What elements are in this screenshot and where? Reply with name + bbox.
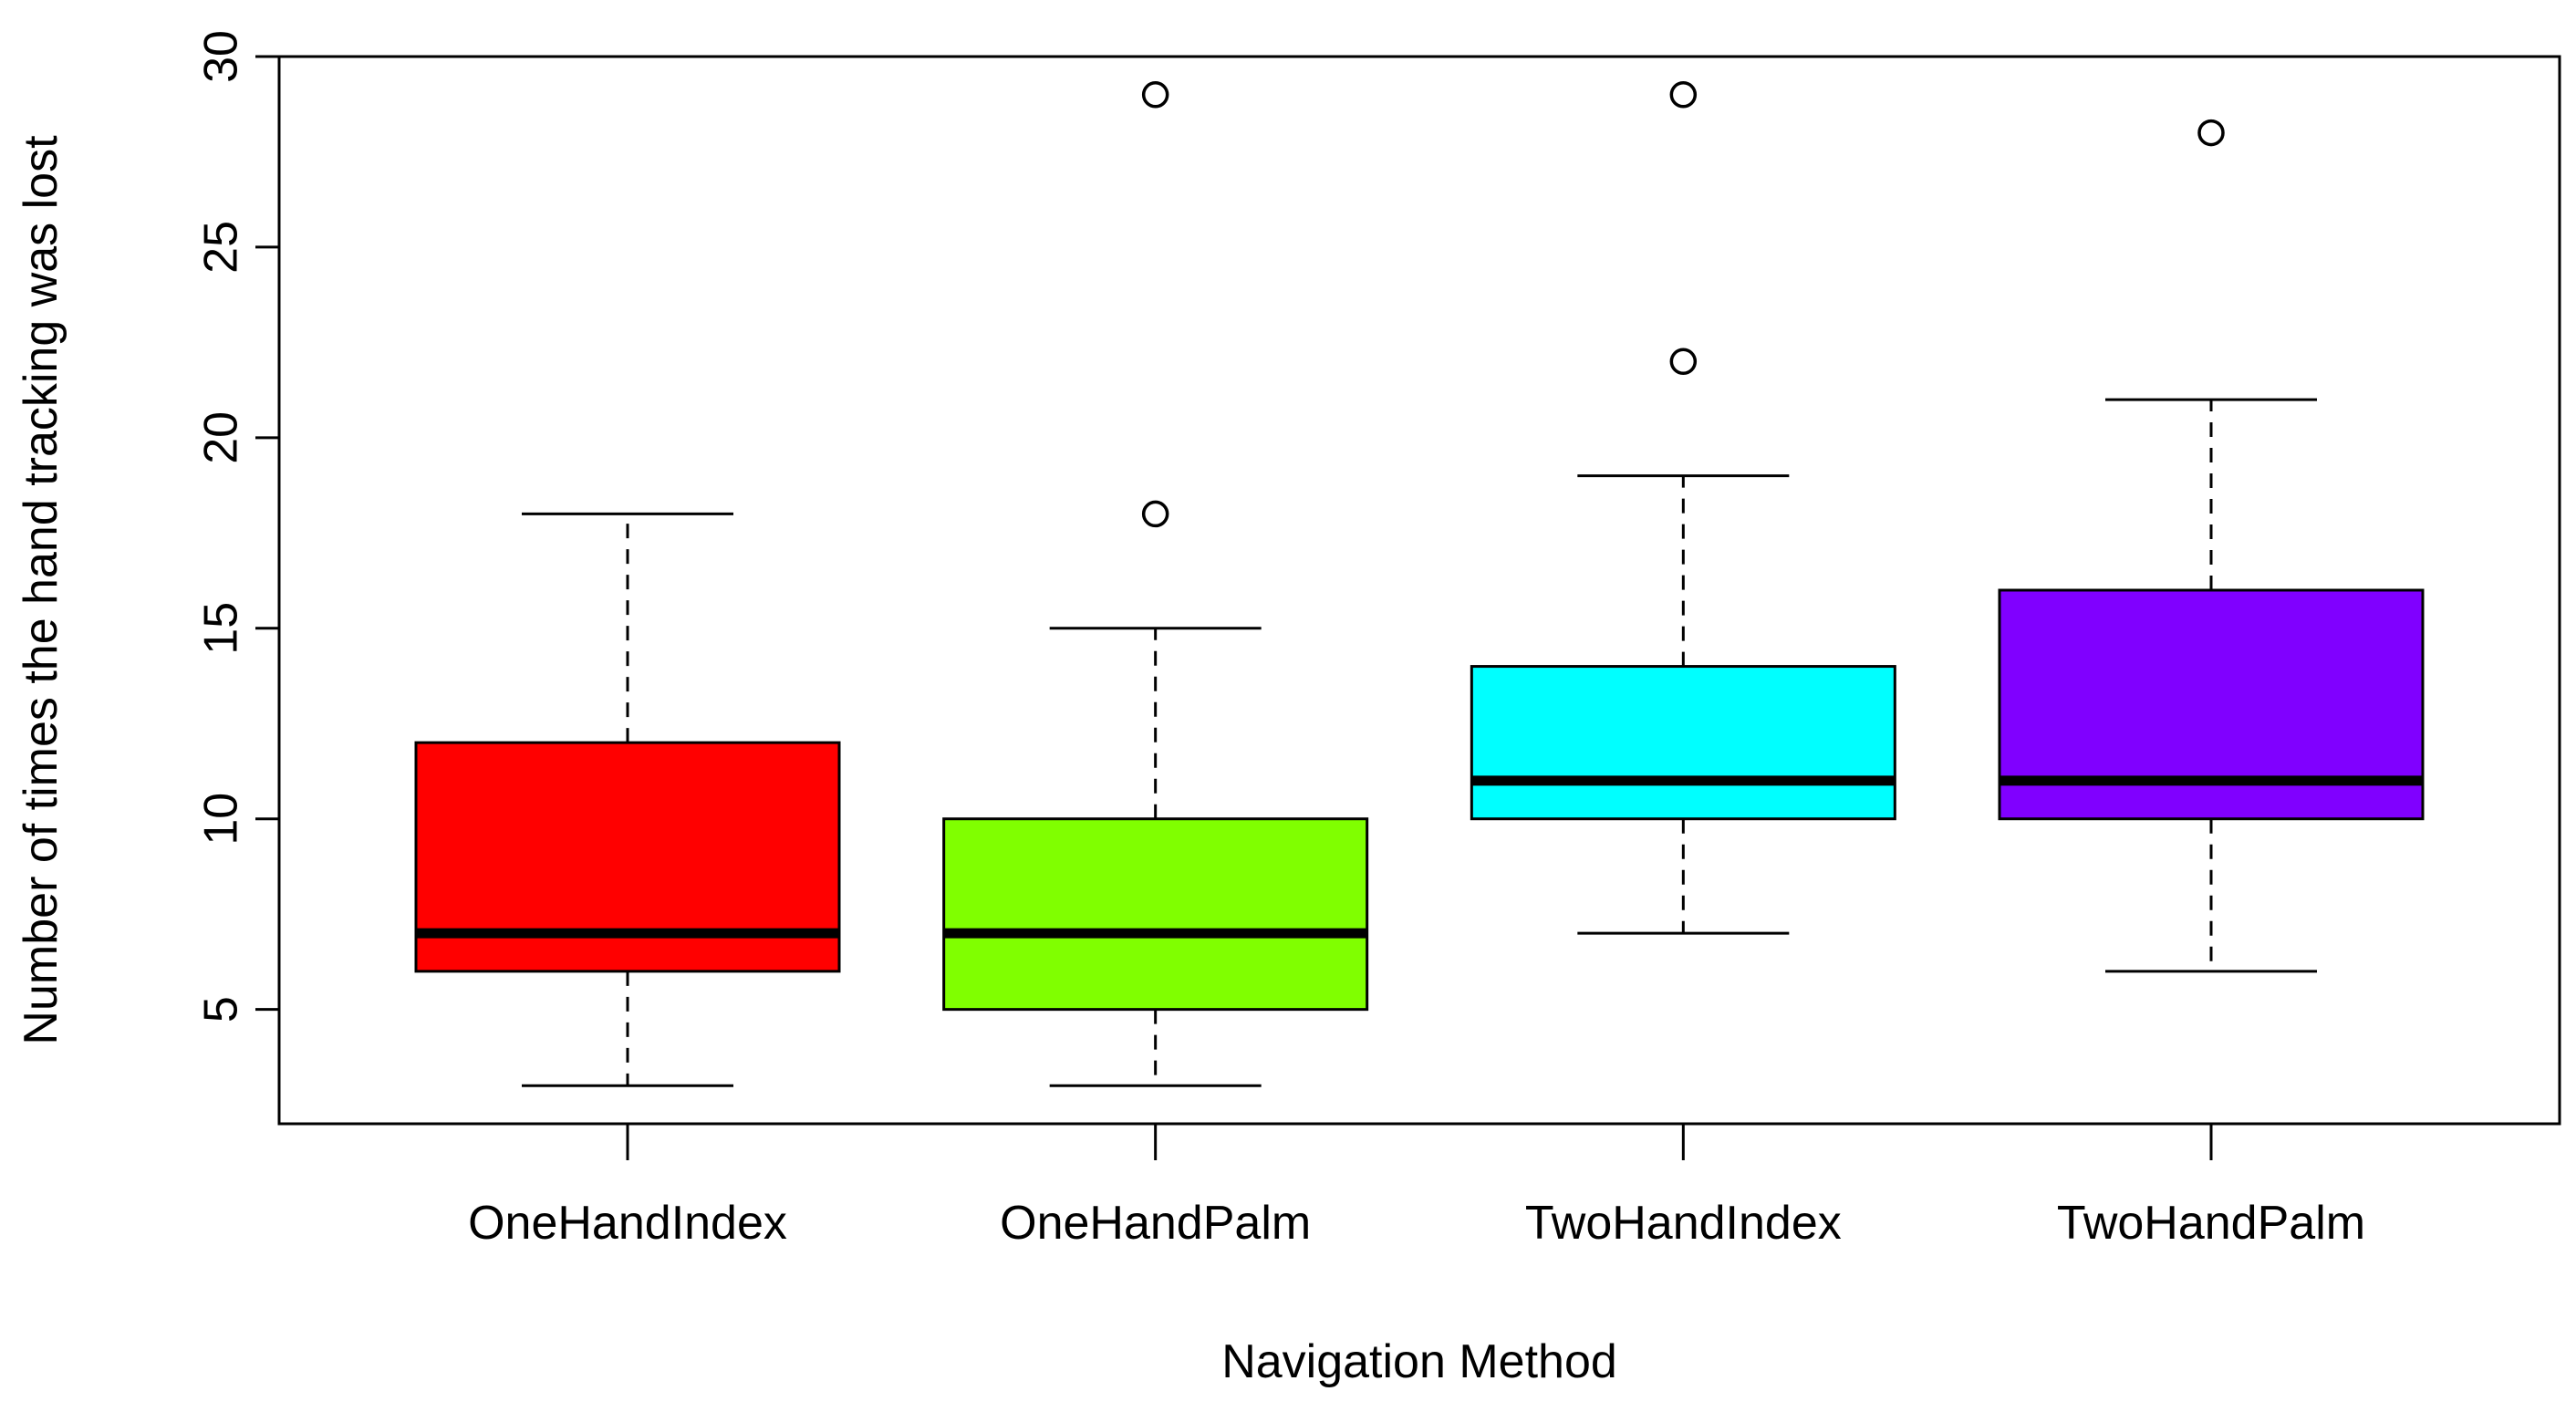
x-tick-label: TwoHandPalm xyxy=(2057,1197,2365,1250)
y-tick-label: 20 xyxy=(195,411,248,464)
box-OneHandPalm xyxy=(942,817,1369,1012)
y-tick-label: 5 xyxy=(195,996,248,1023)
y-axis-title: Number of times the hand tracking was lo… xyxy=(15,135,68,1045)
outlier-point xyxy=(1669,348,1698,376)
outlier-point xyxy=(1669,81,1698,109)
outlier-point xyxy=(2197,119,2225,147)
x-tick-label: OneHandPalm xyxy=(1000,1197,1311,1250)
plot-frame xyxy=(277,55,2561,1126)
plot-layer: 5 10 15 20 25 30 OneHandIndex OneHandPalm TwoHan… xyxy=(195,30,2561,1250)
box-TwoHandIndex xyxy=(1470,665,1896,821)
y-tick-label: 25 xyxy=(195,221,248,274)
outlier-point xyxy=(1141,81,1169,109)
outlier-point xyxy=(1141,500,1169,528)
y-tick-label: 10 xyxy=(195,793,248,846)
y-tick-label: 30 xyxy=(195,30,248,83)
x-axis-title: Navigation Method xyxy=(1221,1335,1617,1388)
x-tick-label: TwoHandIndex xyxy=(1525,1197,1842,1250)
y-tick-label: 15 xyxy=(195,602,248,655)
x-tick-label: OneHandIndex xyxy=(468,1197,787,1250)
